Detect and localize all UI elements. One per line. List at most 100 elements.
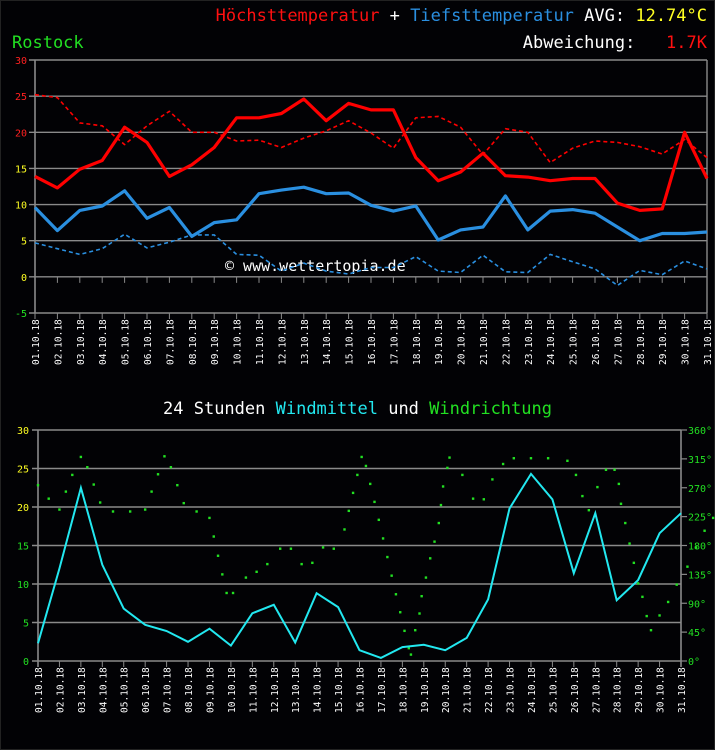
- direction-dot: [617, 482, 621, 486]
- direction-dot: [566, 459, 569, 462]
- direction-dot: [482, 498, 486, 501]
- direction-dot: [369, 482, 372, 486]
- y-tick-label: 15: [15, 164, 27, 175]
- direction-dot: [399, 611, 402, 614]
- direction-dot: [641, 595, 644, 599]
- y2-tick-label: 45°: [688, 628, 706, 639]
- series-line: [33, 185, 708, 243]
- deviation-value: 1.7K: [655, 33, 707, 53]
- direction-dot: [71, 473, 74, 477]
- direction-dot: [377, 518, 380, 522]
- direction-dot: [491, 478, 494, 481]
- x-tick-label: 23.10.18: [506, 667, 517, 713]
- direction-dot: [289, 547, 293, 550]
- x-tick-label: 26.10.18: [570, 667, 581, 713]
- y-tick-label: 25: [17, 465, 29, 476]
- direction-dot: [632, 561, 636, 565]
- x-tick-label: 22.10.18: [484, 667, 495, 713]
- avg-value: 12.74°C: [635, 6, 707, 26]
- direction-dot: [424, 576, 428, 579]
- y2-tick-label: 270°: [688, 484, 712, 495]
- direction-dot: [143, 508, 147, 511]
- series-line: [34, 93, 708, 164]
- x-tick-label: 18.10.18: [412, 319, 423, 365]
- direction-dot: [581, 494, 584, 498]
- direction-dot: [439, 503, 443, 507]
- y2-tick-label: 90°: [688, 599, 706, 610]
- direction-dot: [658, 614, 661, 617]
- x-tick-label: 16.10.18: [356, 667, 367, 713]
- x-tick-label: 02.10.18: [55, 667, 66, 713]
- direction-dot: [373, 500, 376, 504]
- y-tick-label: 5: [21, 237, 27, 248]
- x-tick-label: 19.10.18: [420, 667, 431, 713]
- x-tick-label: 29.10.18: [658, 319, 669, 365]
- direction-dot: [47, 497, 50, 500]
- y2-tick-label: 135°: [688, 570, 712, 581]
- direction-dot: [596, 485, 599, 489]
- x-tick-label: 21.10.18: [479, 319, 490, 365]
- direction-dot: [512, 457, 516, 460]
- direction-dot: [529, 457, 533, 460]
- direction-dot: [433, 540, 436, 543]
- direction-dot: [703, 529, 706, 532]
- wind-title-prefix: 24 Stunden: [163, 399, 276, 419]
- direction-dot: [675, 583, 678, 586]
- direction-dot: [471, 497, 475, 500]
- direction-dot: [58, 508, 61, 511]
- wind-title: 24 Stunden Windmittel und Windrichtung: [0, 399, 715, 419]
- direction-dot: [300, 562, 303, 566]
- direction-dot: [208, 516, 211, 520]
- x-tick-label: 07.10.18: [163, 667, 174, 713]
- x-tick-label: 14.10.18: [322, 319, 333, 365]
- direction-dot: [381, 537, 385, 540]
- direction-dot: [98, 501, 102, 504]
- y-tick-label: 30: [15, 56, 27, 67]
- direction-dot: [364, 464, 368, 468]
- direction-dot: [231, 591, 235, 595]
- direction-dot: [390, 574, 393, 577]
- direction-dot: [332, 547, 335, 550]
- direction-dot: [195, 510, 198, 513]
- direction-dot: [619, 502, 623, 505]
- x-tick-label: 12.10.18: [277, 319, 288, 365]
- direction-dot: [587, 509, 591, 512]
- x-tick-label: 05.10.18: [121, 319, 132, 365]
- direction-dot: [437, 521, 441, 525]
- x-tick-label: 01.10.18: [34, 667, 45, 713]
- x-tick-label: 08.10.18: [188, 319, 199, 365]
- y-tick-label: 5: [23, 619, 29, 630]
- x-tick-label: 11.10.18: [248, 667, 259, 713]
- direction-dot: [420, 594, 423, 598]
- x-tick-label: 24.10.18: [527, 667, 538, 713]
- direction-dot: [356, 473, 359, 477]
- direction-dot: [574, 473, 578, 477]
- x-tick-label: 22.10.18: [501, 319, 512, 365]
- direction-dot: [176, 483, 179, 487]
- direction-dot: [407, 646, 410, 650]
- direction-dot: [278, 547, 282, 550]
- direction-dot: [418, 612, 421, 615]
- temperature-title: Höchsttemperatur + Tiefsttemperatur AVG:…: [216, 6, 707, 26]
- direction-dot: [613, 468, 616, 471]
- direction-dot: [163, 455, 166, 458]
- x-tick-label: 25.10.18: [548, 667, 559, 713]
- x-tick-label: 30.10.18: [681, 319, 692, 365]
- direction-dot: [694, 546, 698, 549]
- direction-dot: [403, 629, 406, 633]
- x-tick-label: 04.10.18: [98, 319, 109, 365]
- direction-dot: [221, 573, 224, 576]
- x-tick-label: 17.10.18: [389, 319, 400, 365]
- x-tick-label: 17.10.18: [377, 667, 388, 713]
- deviation-label: Abweichung:: [522, 33, 656, 53]
- x-tick-label: 05.10.18: [120, 667, 131, 713]
- y2-tick-label: 225°: [688, 513, 712, 524]
- x-tick-label: 23.10.18: [524, 319, 535, 365]
- direction-dot: [441, 485, 445, 488]
- direction-dot: [212, 535, 215, 538]
- x-tick-label: 14.10.18: [313, 667, 324, 713]
- title-plus: +: [379, 6, 411, 26]
- x-tick-label: 27.10.18: [591, 667, 602, 713]
- x-tick-label: 21.10.18: [463, 667, 474, 713]
